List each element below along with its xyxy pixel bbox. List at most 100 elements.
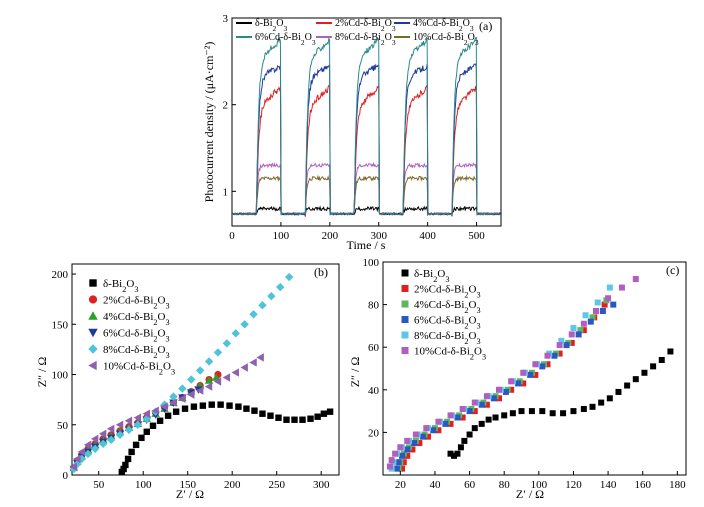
panel-c-data-point bbox=[520, 380, 527, 387]
panel-b-y-tick-label: 150 bbox=[52, 319, 69, 331]
panel-b-data-point bbox=[156, 417, 164, 424]
panel-b-legend-label-1: 2%Cd-δ-Bi2O3 bbox=[103, 295, 170, 311]
panel-b-data-point bbox=[98, 439, 108, 449]
panel-a-x-tick-label: 0 bbox=[229, 230, 235, 242]
panel-c-data-point bbox=[397, 444, 404, 451]
panel-c-data-point bbox=[594, 299, 601, 306]
panel-c-data-point bbox=[544, 352, 551, 359]
panel-c-data-point bbox=[447, 412, 454, 419]
panel-c-data-point bbox=[539, 363, 546, 370]
panel-c-data-point bbox=[496, 395, 503, 402]
panel-b-data-point bbox=[178, 384, 187, 393]
panel-c-data-point bbox=[508, 386, 515, 393]
panel-c-data-point bbox=[570, 325, 577, 332]
panel-c-legend-label-3: 6%Cd-δ-Bi2O3 bbox=[414, 315, 481, 331]
panel-b-data-point bbox=[222, 373, 231, 382]
panel-c-series-5 bbox=[386, 276, 639, 470]
panel-c-data-point bbox=[599, 307, 606, 314]
panel-c-data-point bbox=[580, 327, 587, 334]
panel-c-data-point bbox=[589, 314, 596, 321]
panel-c-x-tick-label: 100 bbox=[531, 479, 548, 491]
panel-c-data-point bbox=[539, 408, 546, 415]
panel-c-data-point bbox=[492, 414, 499, 421]
panel-c-x-tick-label: 120 bbox=[565, 479, 582, 491]
panel-c-data-point bbox=[641, 369, 648, 376]
panel-b-x-axis-label: Z′ / Ω bbox=[176, 487, 204, 501]
panel-c-data-point bbox=[399, 465, 406, 472]
panel-c-data-point bbox=[412, 431, 419, 438]
panel-c-data-point bbox=[582, 312, 589, 319]
panel-c-data-point bbox=[490, 395, 497, 402]
panel-b-data-point bbox=[256, 353, 264, 362]
panel-b-x-tick-label: 150 bbox=[179, 479, 196, 491]
panel-b-data-point bbox=[169, 398, 177, 407]
panel-a-legend-label-5: 10%Cd-δ-Bi2O3 bbox=[413, 32, 479, 47]
panel-b-data-point bbox=[106, 435, 116, 445]
panel-b-legend-label-0: δ-Bi2O3 bbox=[103, 278, 138, 294]
panel-a-x-tick-label: 100 bbox=[273, 230, 290, 242]
panel-a-x-tick-label: 500 bbox=[468, 230, 485, 242]
panel-c-data-point bbox=[400, 459, 407, 466]
panel-a-x-tick-label: 300 bbox=[370, 230, 387, 242]
panel-b-data-point bbox=[283, 416, 290, 423]
panel-c-data-point bbox=[624, 382, 631, 389]
panel-c-data-point bbox=[606, 284, 613, 291]
panel-a-series-line-1 bbox=[232, 84, 501, 217]
panel-b-y-tick-label: 50 bbox=[57, 420, 69, 432]
panel-c-data-point bbox=[483, 401, 490, 408]
panel-c-data-point bbox=[606, 395, 613, 402]
panel-b-data-point bbox=[259, 410, 266, 417]
panel-b-x-tick-label: 100 bbox=[135, 479, 152, 491]
panel-c-data-point bbox=[447, 420, 454, 427]
panel-c-data-point bbox=[577, 327, 584, 334]
panel-c-data-point bbox=[404, 446, 411, 453]
panel-b-y-tick-label: 0 bbox=[63, 470, 69, 482]
panel-a-legend-label-0: δ-Bi2O3 bbox=[255, 18, 287, 33]
panel-c-data-point bbox=[518, 408, 525, 415]
panel-b-legend-label-3: 6%Cd-δ-Bi2O3 bbox=[103, 328, 170, 344]
panel-b-x-tick-label: 200 bbox=[224, 479, 241, 491]
panel-c-x-tick-label: 180 bbox=[669, 479, 686, 491]
panel-c-data-point bbox=[471, 425, 478, 432]
panel-b-data-point bbox=[199, 402, 207, 409]
panel-b-data-point bbox=[213, 377, 222, 386]
panel-a-legend-label-3: 6%Cd-δ-Bi2O3 bbox=[255, 32, 316, 47]
panel-b-data-point bbox=[320, 410, 328, 417]
panel-c-y-tick-label: 100 bbox=[363, 257, 380, 269]
panel-c-data-point bbox=[587, 318, 594, 325]
panel-c-data-point bbox=[632, 376, 639, 383]
panel-b-data-point bbox=[291, 416, 298, 423]
panel-c-data-point bbox=[471, 399, 478, 406]
panel-c-data-point bbox=[419, 433, 426, 440]
panel-b-data-point bbox=[73, 454, 81, 464]
panel-b-data-point bbox=[195, 386, 204, 395]
panel-c-data-point bbox=[478, 401, 485, 408]
panel-b-data-point bbox=[133, 413, 142, 422]
panel-b-data-point bbox=[240, 320, 249, 329]
panel-b-data-point bbox=[275, 414, 282, 421]
panel-c-data-point bbox=[618, 284, 625, 291]
panel-c-data-point bbox=[393, 465, 400, 472]
panel-c-data-point bbox=[442, 420, 449, 427]
panel-a-legend-label-1: 2%Cd-δ-Bi2O3 bbox=[335, 18, 396, 33]
panel-b-data-point bbox=[240, 363, 248, 372]
panel-b-data-point bbox=[83, 449, 93, 459]
panel-c-data-point bbox=[404, 437, 411, 444]
panel-b-legend-marker-0 bbox=[89, 279, 97, 287]
panel-b-data-point bbox=[231, 368, 239, 377]
panel-c-series-3 bbox=[393, 301, 617, 472]
panel-b-legend-label-2: 4%Cd-δ-Bi2O3 bbox=[103, 311, 170, 327]
panel-c-data-point bbox=[392, 450, 399, 457]
panel-b-data-point bbox=[149, 422, 157, 429]
panel-c-data-point bbox=[556, 342, 563, 349]
panel-b-series-0 bbox=[118, 401, 334, 476]
panel-c-data-point bbox=[589, 403, 596, 410]
panel-b-data-point bbox=[187, 375, 196, 384]
panel-c-legend-label-0: δ-Bi2O3 bbox=[414, 268, 449, 284]
panel-c-data-point bbox=[558, 337, 565, 344]
panel-a-legend: δ-Bi2O3 2%Cd-δ-Bi2O3 4%Cd-δ-Bi2O3 6%Cd-δ-Bi… bbox=[236, 18, 479, 47]
panel-c-data-point bbox=[532, 371, 539, 378]
panel-c-data-point bbox=[632, 276, 639, 283]
panel-c-legend-marker-4 bbox=[401, 331, 409, 339]
